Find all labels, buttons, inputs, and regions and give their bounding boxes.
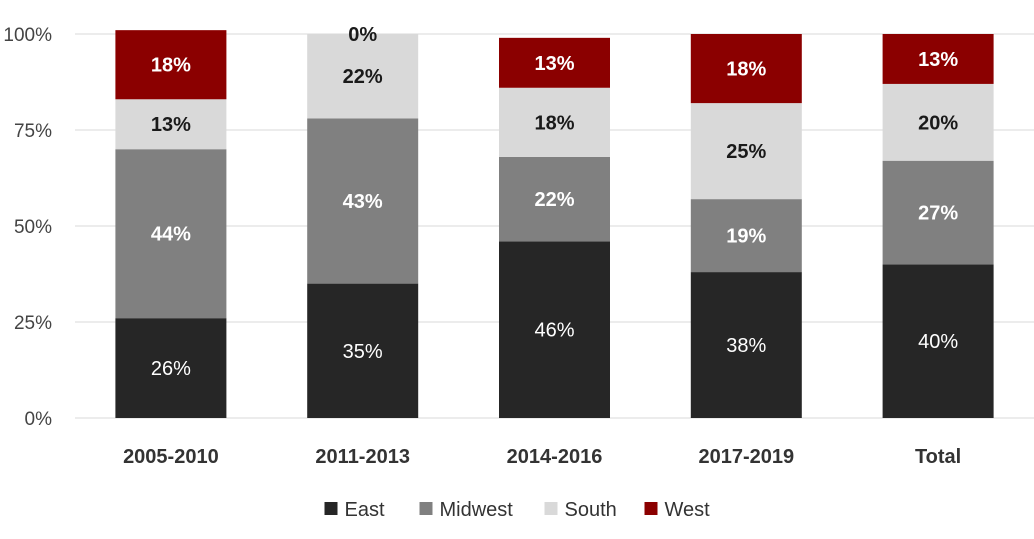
legend-item-west: West xyxy=(644,499,711,521)
legend-item-midwest: Midwest xyxy=(419,499,514,521)
data-label-midwest: 22% xyxy=(534,189,574,211)
bar-segment-west xyxy=(115,30,227,100)
bar-segment-west xyxy=(499,37,610,88)
legend-swatch xyxy=(644,502,658,515)
bar-segment-east xyxy=(690,272,802,418)
bar-segment-east xyxy=(115,318,227,418)
data-label-east: 26% xyxy=(151,358,191,380)
bar-stack: 38% 19% 25% 18% xyxy=(690,34,802,418)
data-label-south: 18% xyxy=(534,112,574,134)
legend-label: West xyxy=(665,499,711,521)
legend-swatch xyxy=(544,502,558,515)
data-label-west: 18% xyxy=(726,59,766,81)
data-label-south: 20% xyxy=(918,112,958,134)
bar-segment-midwest xyxy=(307,118,419,284)
data-label-south: 25% xyxy=(726,141,766,163)
legend-swatch xyxy=(324,502,338,515)
bar-stack: 40% 27% 20% 13% xyxy=(882,34,994,418)
data-label-east: 46% xyxy=(534,320,574,342)
legend: East Midwest South West xyxy=(324,499,711,521)
bar-segment-south xyxy=(307,34,419,119)
legend-label: South xyxy=(565,499,617,521)
y-tick-label: 75% xyxy=(14,121,52,142)
legend-item-east: East xyxy=(324,499,385,521)
data-label-east: 35% xyxy=(343,341,383,363)
legend-label: East xyxy=(345,499,385,521)
bar-segment-south xyxy=(690,103,802,200)
bar-segment-midwest xyxy=(499,156,610,242)
legend-label: Midwest xyxy=(440,499,514,521)
data-label-west: 18% xyxy=(151,55,191,77)
bar-segment-midwest xyxy=(690,199,802,273)
data-label-midwest: 43% xyxy=(343,191,383,213)
x-tick-label: 2014-2016 xyxy=(507,446,603,468)
y-tick-label: 25% xyxy=(14,313,52,334)
data-label-south: 22% xyxy=(343,66,383,88)
bar-stack: 46% 22% 18% 13% xyxy=(499,37,610,418)
bar-segment-east xyxy=(882,264,994,418)
legend-item-south: South xyxy=(544,499,617,521)
bar-segment-west xyxy=(882,34,994,84)
data-label-south: 13% xyxy=(151,114,191,136)
x-tick-label: Total xyxy=(915,446,961,468)
bar-segment-west xyxy=(690,34,802,104)
x-tick-label: 2011-2013 xyxy=(315,446,410,468)
bar-segment-south xyxy=(115,99,227,150)
x-tick-label: 2005-2010 xyxy=(123,446,219,468)
y-tick-label: 0% xyxy=(25,409,53,430)
data-label-west: 0% xyxy=(348,24,377,46)
y-tick-label: 100% xyxy=(3,25,52,46)
y-tick-label: 50% xyxy=(14,217,52,238)
bars: 26% 44% 13% 18% 35% 43% 22% 0% 46% 22% 18% 13% 38% 19… xyxy=(115,24,994,418)
y-axis: 0% 25% 50% 75% 100% xyxy=(3,25,52,430)
bar-segment-east xyxy=(499,241,610,418)
x-tick-label: 2017-2019 xyxy=(698,446,794,468)
x-axis: 2005-2010 2011-2013 2014-2016 2017-2019 Tota… xyxy=(123,446,961,468)
data-label-midwest: 19% xyxy=(726,226,766,248)
bar-stack: 35% 43% 22% 0% xyxy=(307,24,419,418)
bar-segment-south xyxy=(882,83,994,161)
bar-segment-midwest xyxy=(115,149,227,319)
data-label-east: 38% xyxy=(726,335,766,357)
data-label-west: 13% xyxy=(918,49,958,71)
data-label-midwest: 27% xyxy=(918,203,958,225)
bar-segment-south xyxy=(499,87,610,157)
data-label-west: 13% xyxy=(534,53,574,75)
legend-swatch xyxy=(419,502,433,515)
bar-segment-east xyxy=(307,283,419,418)
data-label-midwest: 44% xyxy=(151,224,191,246)
bar-stack: 26% 44% 13% 18% xyxy=(115,30,227,418)
data-label-east: 40% xyxy=(918,331,958,353)
bar-segment-midwest xyxy=(882,160,994,265)
